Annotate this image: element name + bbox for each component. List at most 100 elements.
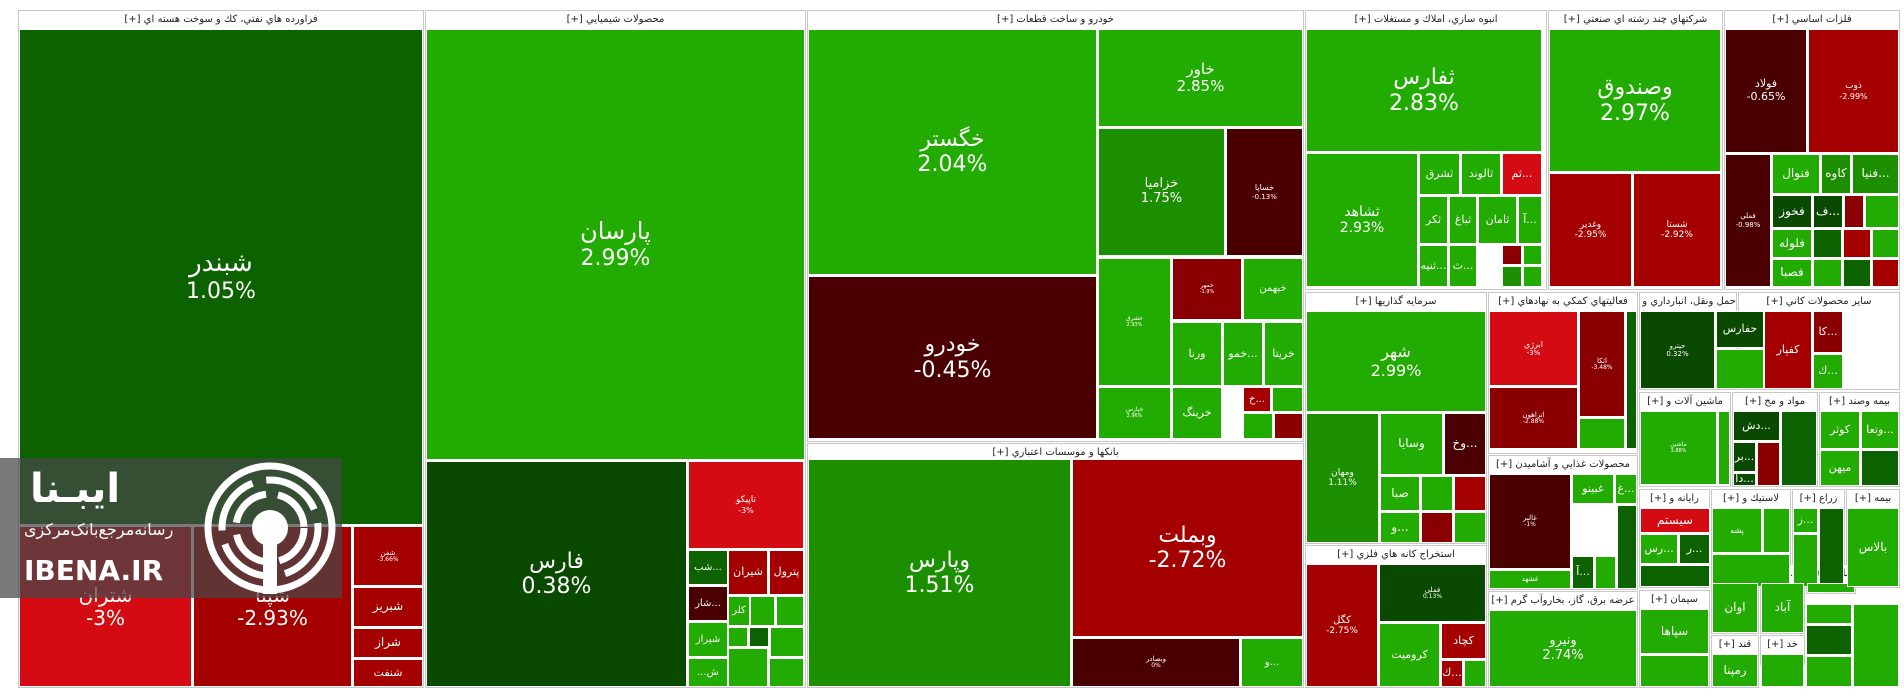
stock-tile[interactable]: حپترو 0.32% <box>1640 311 1715 389</box>
stock-tile-small[interactable] <box>1861 450 1899 486</box>
stock-tile[interactable]: فملي 0.13% <box>1379 564 1486 622</box>
stock-tile-small[interactable] <box>1872 259 1899 287</box>
sector-title[interactable]: شركتهاي چند رشته اي صنعتي [+] <box>1563 14 1708 25</box>
sector-title[interactable]: قند [+] <box>1718 639 1752 650</box>
stock-tile[interactable]: ابرژي -3% <box>1489 311 1578 386</box>
stock-tile-small[interactable] <box>1523 266 1542 287</box>
stock-tile[interactable]: شار... <box>688 586 728 621</box>
stock-tile[interactable]: ر... <box>1679 534 1710 564</box>
stock-tile-small[interactable] <box>1806 625 1852 655</box>
stock-tile-small[interactable] <box>1523 245 1542 265</box>
stock-tile[interactable]: پارسان 2.99% <box>426 29 805 460</box>
stock-tile-small[interactable] <box>1843 259 1871 287</box>
stock-tile[interactable]: كگل -2.75% <box>1306 564 1378 687</box>
stock-tile[interactable]: غ... <box>1615 474 1637 504</box>
stock-tile-small[interactable] <box>1807 583 1855 593</box>
stock-tile[interactable]: ثشاهد 2.93% <box>1306 153 1418 287</box>
stock-tile[interactable]: سپاها <box>1640 609 1709 654</box>
stock-tile[interactable]: رس... <box>1640 534 1678 564</box>
stock-tile[interactable]: خبهمن <box>1243 258 1303 320</box>
stock-tile-small[interactable] <box>1793 534 1818 587</box>
sector-title[interactable]: بيمه [+] <box>1854 493 1892 504</box>
stock-tile-small[interactable] <box>1579 418 1625 449</box>
stock-tile[interactable]: ونيرو 2.74% <box>1489 610 1637 687</box>
stock-tile-small[interactable] <box>749 627 769 647</box>
stock-tile-small[interactable] <box>1454 476 1486 511</box>
stock-tile[interactable]: صبا <box>1380 476 1420 511</box>
stock-tile-small[interactable] <box>1617 505 1637 589</box>
stock-tile-small[interactable] <box>770 627 804 657</box>
sector-title[interactable]: محصولات غذايي و آشاميدن [+] <box>1495 459 1631 470</box>
sector-title[interactable]: ساير محصولات كاني [+] <box>1766 296 1872 307</box>
sector-title[interactable]: زراع [+] <box>1799 493 1838 504</box>
stock-tile-small[interactable] <box>1718 411 1730 485</box>
stock-tile-small[interactable] <box>1626 311 1637 449</box>
stock-tile[interactable]: كاوه <box>1821 154 1851 194</box>
stock-tile-small[interactable] <box>1421 476 1453 511</box>
stock-tile-small[interactable] <box>750 596 775 626</box>
sector-title[interactable]: رايانه و [+] <box>1650 493 1699 504</box>
stock-tile[interactable]: وصندوق 2.97% <box>1549 29 1721 172</box>
stock-tile[interactable]: غبينو <box>1572 474 1614 504</box>
stock-tile[interactable]: خشرق 2.93% <box>1098 258 1171 386</box>
stock-tile-small[interactable] <box>1853 604 1899 687</box>
stock-tile[interactable]: ذوب -2.99% <box>1808 29 1899 153</box>
stock-tile[interactable]: شبندر 1.05% <box>19 29 423 525</box>
stock-tile[interactable]: شراز <box>353 628 423 658</box>
stock-tile[interactable]: شب... <box>688 550 728 585</box>
stock-tile[interactable]: خاور 2.85% <box>1098 29 1303 127</box>
stock-tile[interactable]: شفن -3.66% <box>353 526 423 586</box>
stock-tile[interactable]: آ... <box>1572 556 1594 589</box>
stock-tile[interactable]: فنوال <box>1772 154 1820 194</box>
stock-tile[interactable]: رمپنا <box>1712 654 1758 687</box>
sector-title[interactable]: مواد و مح [+] <box>1744 396 1806 407</box>
stock-tile[interactable]: ثكر <box>1419 196 1448 244</box>
stock-tile[interactable]: خساپا -0.13% <box>1226 128 1303 256</box>
stock-tile[interactable]: شبريز <box>353 587 423 627</box>
stock-tile-small[interactable] <box>1272 387 1303 412</box>
stock-tile-small[interactable] <box>728 627 748 647</box>
stock-tile[interactable]: پشه <box>1712 508 1762 553</box>
stock-tile[interactable]: اتراهون -2.88% <box>1489 387 1578 449</box>
sector-title[interactable]: سرمايه گذاريها [+] <box>1355 296 1437 307</box>
stock-tile[interactable]: آ... <box>1518 196 1542 244</box>
stock-tile[interactable]: ...ش <box>688 658 728 687</box>
stock-tile-small[interactable] <box>1872 229 1899 258</box>
stock-tile[interactable]: وسايا <box>1380 413 1443 475</box>
stock-tile[interactable]: شنفت <box>353 659 423 687</box>
stock-tile[interactable]: شيران <box>728 550 768 595</box>
stock-tile-small[interactable] <box>1761 654 1804 687</box>
sector-title[interactable]: عرضه برق، گاز، بخاروآب گرم [+] <box>1491 595 1635 606</box>
stock-tile[interactable]: آباد <box>1761 583 1804 633</box>
stock-tile[interactable]: وغدير -2.95% <box>1549 173 1632 287</box>
sector-title[interactable]: فراورده هاي نفتي، كك و سوخت هسته اي [+] <box>124 14 318 25</box>
stock-tile[interactable]: فصبا <box>1772 259 1812 287</box>
stock-tile[interactable]: ك... <box>1813 354 1843 389</box>
stock-tile[interactable]: كرومیت <box>1379 623 1440 687</box>
stock-tile-small[interactable] <box>1843 229 1871 258</box>
stock-tile[interactable]: فولاد -0.65% <box>1725 29 1807 153</box>
stock-tile[interactable]: خپارس 2.96% <box>1098 387 1171 439</box>
stock-tile[interactable]: ثنيه... <box>1419 245 1448 287</box>
stock-tile-small[interactable] <box>1640 565 1710 587</box>
stock-tile[interactable]: غالبر -1% <box>1489 474 1571 569</box>
stock-tile-small[interactable] <box>1502 266 1522 287</box>
stock-tile[interactable]: وپارس 1.51% <box>808 459 1071 687</box>
sector-title[interactable]: محصولات شيميايي [+] <box>566 14 665 25</box>
stock-tile-small[interactable] <box>769 658 804 687</box>
stock-tile[interactable]: ف... <box>1813 195 1843 228</box>
stock-tile[interactable]: فملي -0.98% <box>1725 154 1771 287</box>
sector-title[interactable]: خد [+] <box>1767 639 1798 650</box>
stock-tile-small[interactable] <box>1781 411 1817 486</box>
stock-tile[interactable]: شيراز <box>688 622 728 657</box>
stock-tile[interactable]: فنيا... <box>1852 154 1899 194</box>
stock-tile[interactable]: كفپار <box>1764 311 1812 389</box>
stock-tile[interactable]: ثامان <box>1478 196 1517 244</box>
stock-tile[interactable]: اتكا -3.48% <box>1579 311 1625 417</box>
stock-tile[interactable]: وبصادر 0% <box>1072 638 1240 687</box>
stock-tile[interactable]: خمهر -1.9% <box>1172 258 1242 320</box>
stock-tile-small[interactable] <box>1421 512 1453 543</box>
sector-title[interactable]: فعاليتهاي كمكي به نهادهاي [+] <box>1498 296 1628 307</box>
stock-tile[interactable]: ماشين 3.88% <box>1640 411 1717 485</box>
stock-tile-small[interactable] <box>1757 442 1780 486</box>
